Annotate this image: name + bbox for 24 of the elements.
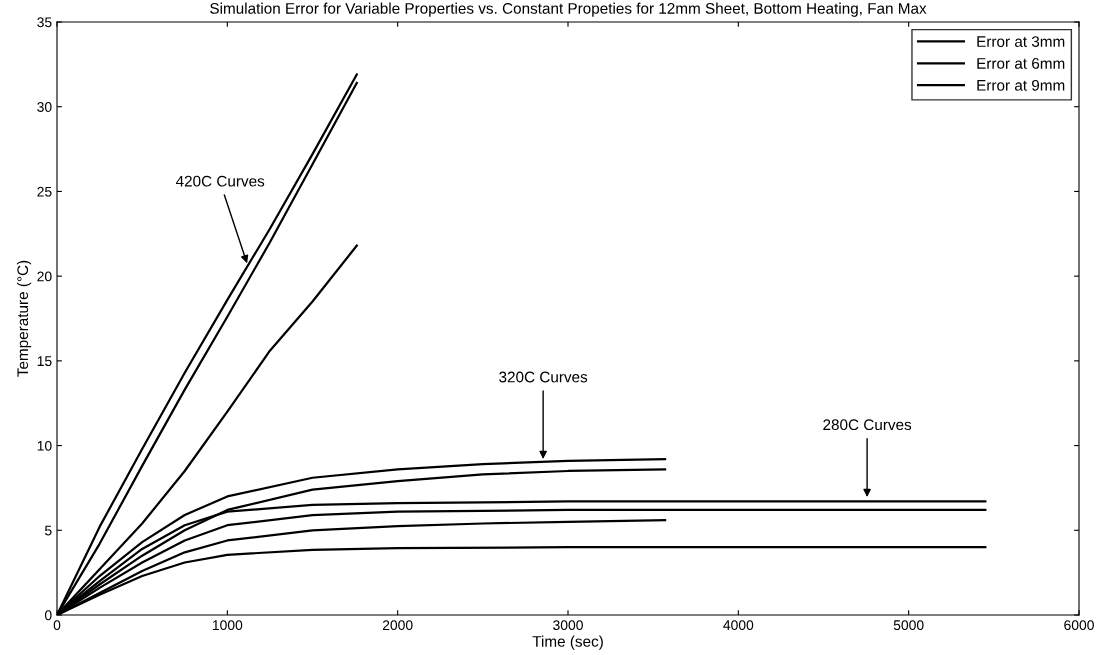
y-tick-label: 30	[37, 102, 52, 112]
y-tick-label: 5	[44, 525, 52, 536]
x-tick-label: 6000	[1064, 620, 1094, 631]
y-tick-label: 35	[37, 17, 52, 28]
legend-label: Error at 6mm	[977, 58, 1065, 69]
y-tick-label: 0	[44, 610, 52, 621]
legend-label: Error at 9mm	[977, 79, 1065, 91]
x-axis-title: Time (sec)	[532, 635, 603, 650]
y-tick-label: 20	[37, 271, 52, 282]
x-tick-label: 3000	[553, 620, 583, 631]
annotation: 280C Curves	[823, 419, 912, 431]
annotation: 320C Curves	[499, 371, 588, 383]
y-tick-label: 10	[37, 440, 52, 451]
legend-label: Error at 3mm	[977, 36, 1065, 47]
y-tick-label: 25	[37, 186, 52, 197]
chart-title: Simulation Error for Variable Properties vs. Constant Propeties for 12mm Sheet, Bottom Heating, Fan Max	[210, 2, 927, 17]
x-tick-label: 4000	[723, 620, 754, 631]
x-tick-label: 2000	[382, 620, 413, 631]
x-tick-label: 5000	[893, 620, 924, 631]
y-tick-label: 15	[37, 356, 52, 367]
y-axis-title: Temperature (°C)	[16, 260, 32, 377]
annotation: 420C Curves	[175, 175, 265, 187]
x-tick-label: 1000	[212, 620, 243, 631]
x-tick-label: 0	[53, 620, 61, 631]
